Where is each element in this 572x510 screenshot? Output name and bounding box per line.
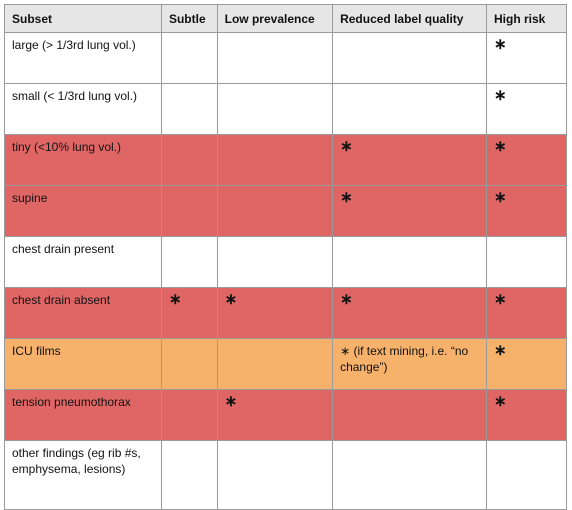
cell-high-risk: ∗ bbox=[485, 134, 568, 186]
cell-subtle bbox=[160, 389, 218, 441]
cell-subset: chest drain present bbox=[4, 236, 162, 288]
cell-subtle bbox=[160, 236, 218, 288]
cell-high-risk: ∗ bbox=[485, 32, 568, 84]
cell-reduced-label-quality bbox=[332, 389, 487, 441]
cell-mark: ∗ bbox=[340, 291, 353, 308]
table-row: chest drain present bbox=[4, 236, 568, 288]
cell-subtle bbox=[160, 83, 218, 135]
cell-subset: tension pneumothorax bbox=[4, 389, 162, 441]
cell-reduced-label-quality bbox=[332, 83, 487, 135]
cell-reduced-label-quality bbox=[332, 32, 487, 84]
cell-mark: ∗ bbox=[493, 138, 507, 155]
cell-subset: large (> 1/3rd lung vol.) bbox=[4, 32, 162, 84]
header-low-prevalence: Low prevalence bbox=[216, 4, 334, 33]
cell-subtle bbox=[160, 338, 218, 390]
table-row: ICU films ∗ (if text mining, i.e. “no ch… bbox=[4, 338, 568, 390]
cell-low-prevalence bbox=[216, 134, 334, 186]
cell-mark: ∗ bbox=[493, 87, 507, 104]
cell-reduced-label-quality: ∗ bbox=[332, 287, 487, 339]
table-row: tiny (<10% lung vol.) ∗ ∗ bbox=[4, 134, 568, 186]
header-subset: Subset bbox=[4, 4, 162, 33]
cell-low-prevalence bbox=[216, 338, 334, 390]
cell-low-prevalence bbox=[216, 185, 334, 237]
table-row: tension pneumothorax ∗ ∗ bbox=[4, 389, 568, 441]
cell-mark: ∗ bbox=[168, 291, 182, 308]
header-row: Subset Subtle Low prevalence Reduced lab… bbox=[4, 4, 568, 33]
cell-mark: ∗ bbox=[493, 36, 507, 53]
cell-low-prevalence: ∗ bbox=[216, 389, 334, 441]
cell-reduced-label-quality: ∗ bbox=[332, 185, 487, 237]
cell-subtle bbox=[160, 134, 218, 186]
table-row: other findings (eg rib #s, emphysema, le… bbox=[4, 440, 568, 510]
cell-subtle bbox=[160, 440, 218, 510]
cell-mark: ∗ bbox=[340, 138, 353, 155]
table-row: small (< 1/3rd lung vol.) ∗ bbox=[4, 83, 568, 135]
cell-subset: chest drain absent bbox=[4, 287, 162, 339]
cell-mark: ∗ bbox=[493, 189, 507, 206]
header-reduced-label-quality: Reduced label quality bbox=[332, 4, 487, 33]
cell-subtle bbox=[160, 185, 218, 237]
cell-subset: small (< 1/3rd lung vol.) bbox=[4, 83, 162, 135]
cell-high-risk: ∗ bbox=[485, 83, 568, 135]
cell-low-prevalence bbox=[216, 83, 334, 135]
cell-mark: ∗ bbox=[493, 342, 507, 359]
cell-high-risk bbox=[485, 440, 568, 510]
cell-high-risk: ∗ bbox=[485, 389, 568, 441]
cell-low-prevalence bbox=[216, 236, 334, 288]
cell-subset: other findings (eg rib #s, emphysema, le… bbox=[4, 440, 162, 510]
cell-mark: ∗ bbox=[224, 393, 238, 410]
table-row: large (> 1/3rd lung vol.) ∗ bbox=[4, 32, 568, 84]
cell-low-prevalence bbox=[216, 440, 334, 510]
cell-reduced-label-quality: ∗ bbox=[332, 134, 487, 186]
cell-subset: tiny (<10% lung vol.) bbox=[4, 134, 162, 186]
cell-reduced-label-quality bbox=[332, 236, 487, 288]
cell-high-risk: ∗ bbox=[485, 185, 568, 237]
table-row: chest drain absent ∗ ∗ ∗ ∗ bbox=[4, 287, 568, 339]
cell-reduced-label-quality bbox=[332, 440, 487, 510]
cell-note: ∗ (if text mining, i.e. “no change”) bbox=[340, 344, 469, 374]
cell-low-prevalence: ∗ bbox=[216, 287, 334, 339]
cell-mark: ∗ bbox=[493, 291, 507, 308]
cell-mark: ∗ bbox=[224, 291, 238, 308]
cell-high-risk bbox=[485, 236, 568, 288]
cell-reduced-label-quality: ∗ (if text mining, i.e. “no change”) bbox=[332, 338, 487, 390]
cell-mark: ∗ bbox=[493, 393, 507, 410]
cell-subset: supine bbox=[4, 185, 162, 237]
cell-low-prevalence bbox=[216, 32, 334, 84]
subset-table: Subset Subtle Low prevalence Reduced lab… bbox=[4, 4, 568, 510]
cell-subtle bbox=[160, 32, 218, 84]
cell-subset: ICU films bbox=[4, 338, 162, 390]
cell-mark: ∗ bbox=[340, 189, 353, 206]
cell-high-risk: ∗ bbox=[485, 338, 568, 390]
header-high-risk: High risk bbox=[485, 4, 568, 33]
cell-subtle: ∗ bbox=[160, 287, 218, 339]
table-row: supine ∗ ∗ bbox=[4, 185, 568, 237]
header-subtle: Subtle bbox=[160, 4, 218, 33]
cell-high-risk: ∗ bbox=[485, 287, 568, 339]
